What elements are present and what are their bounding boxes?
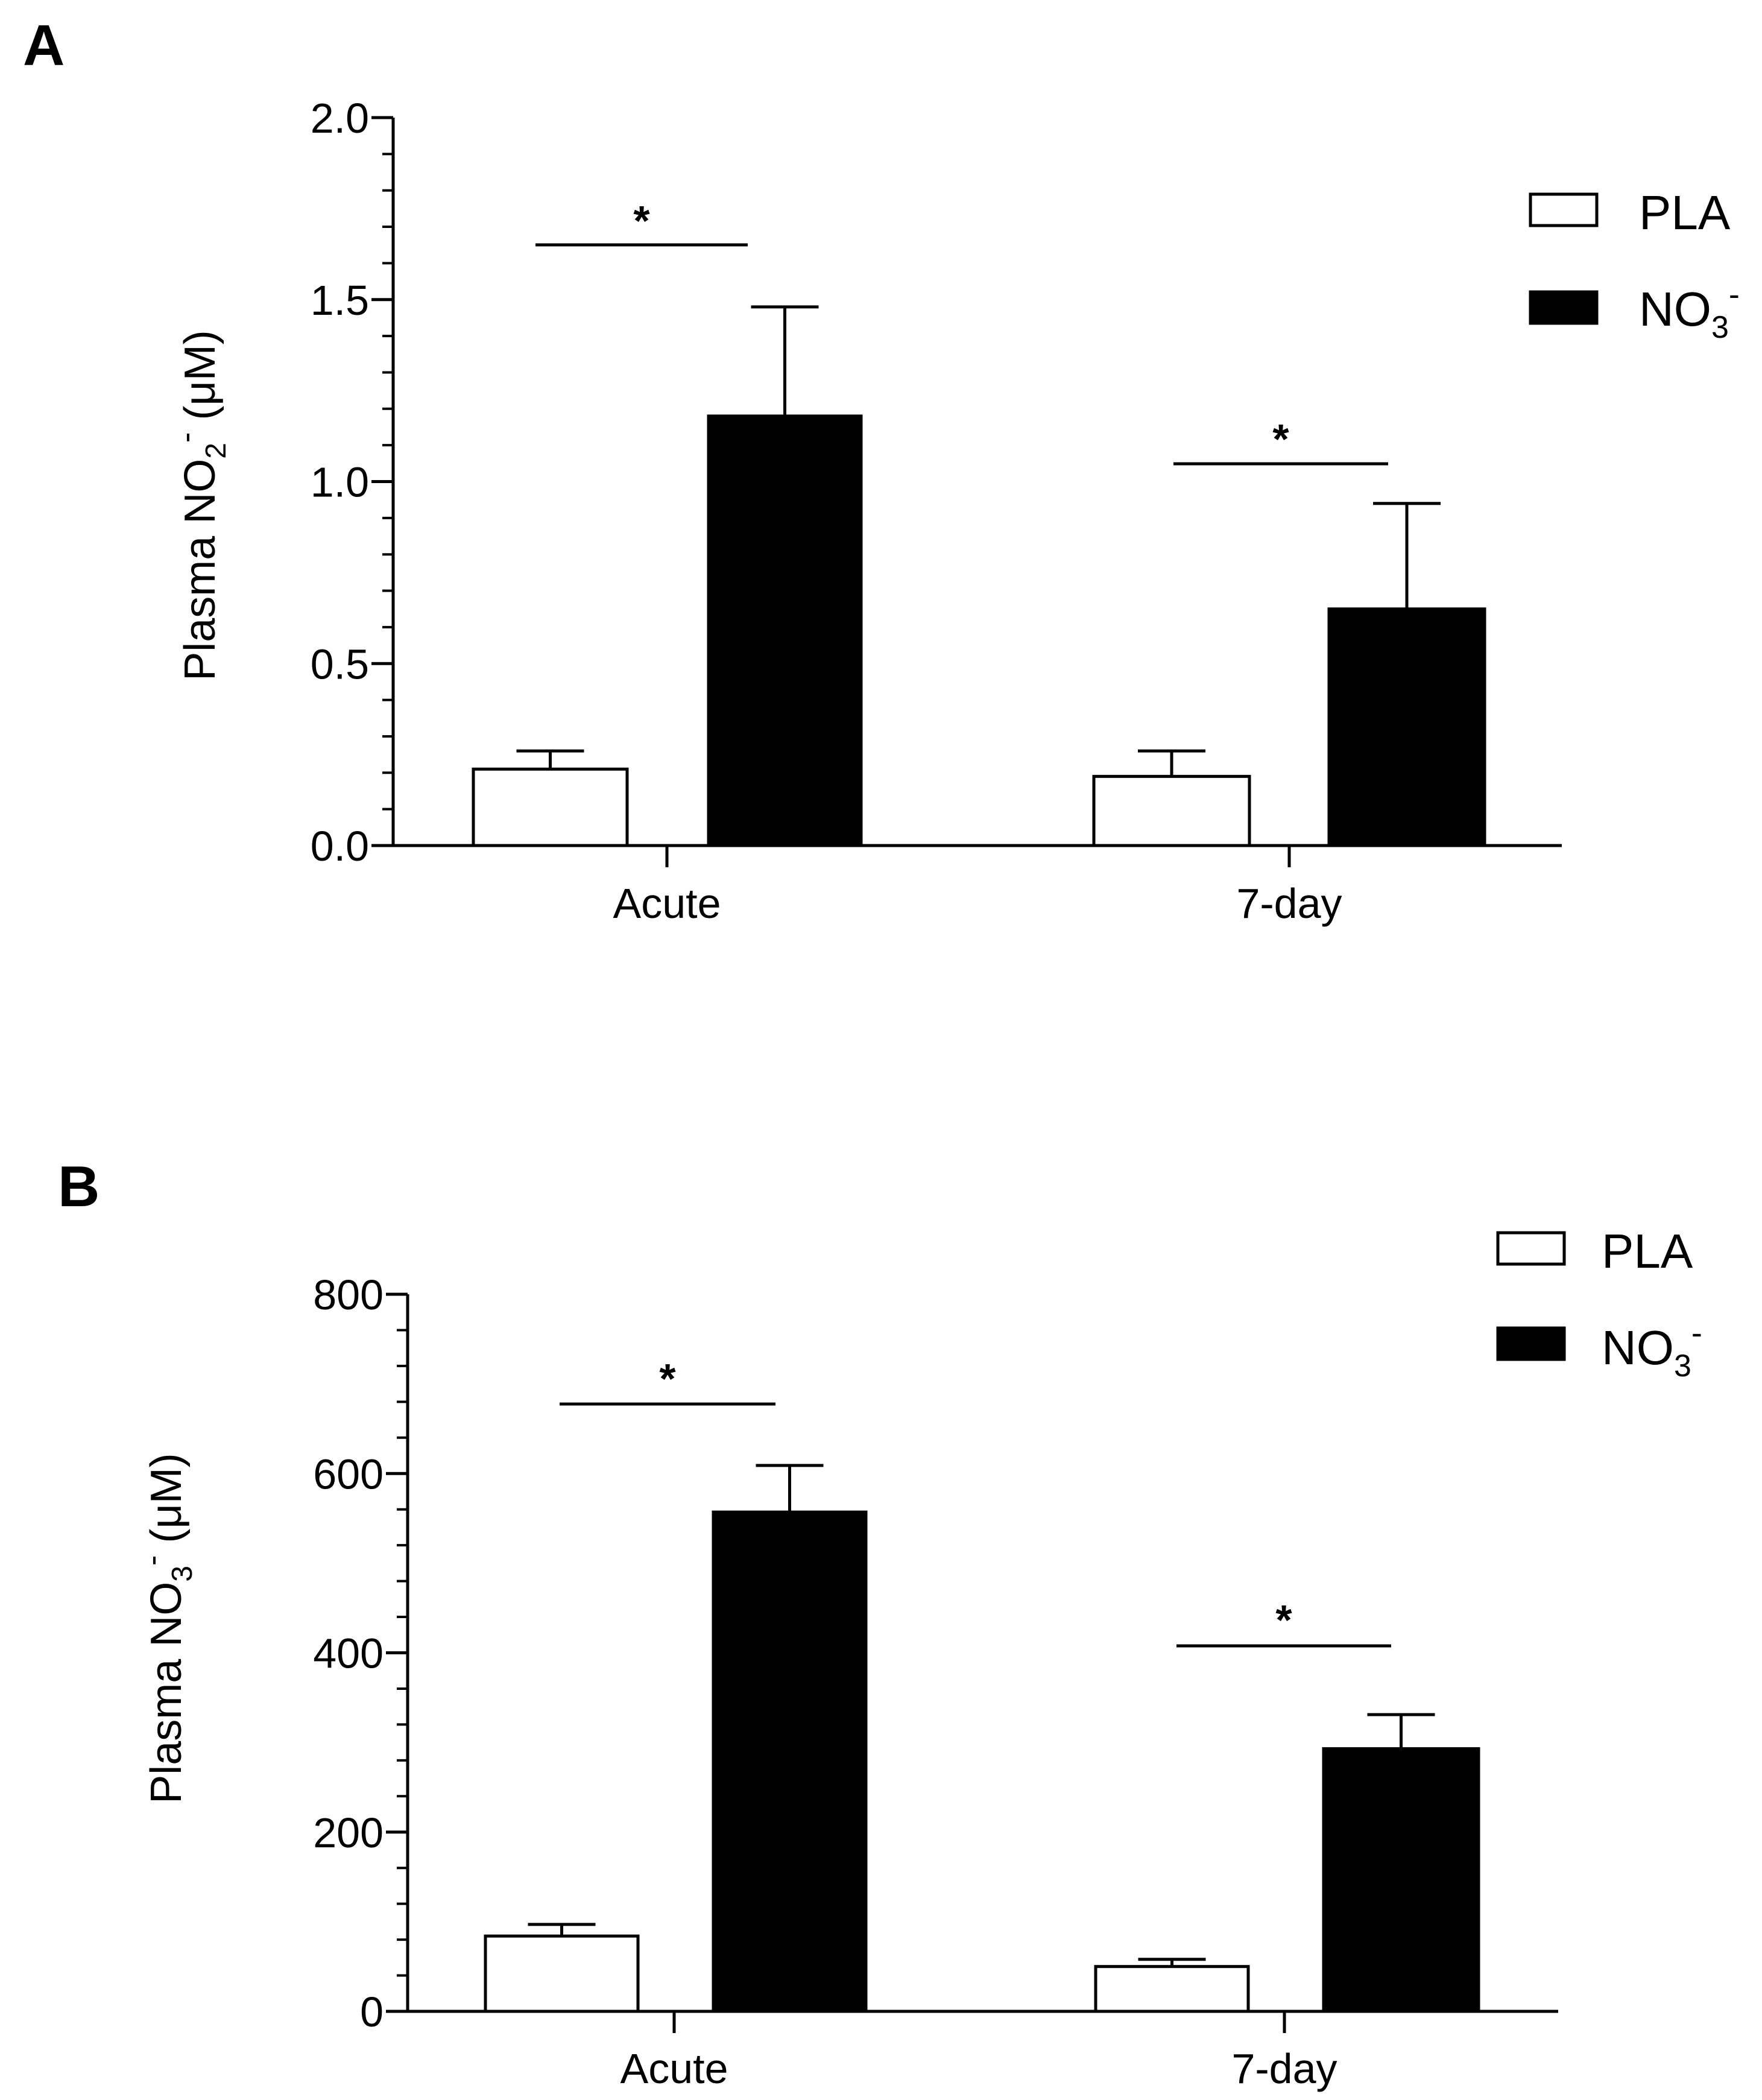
significance-star: * <box>633 197 650 244</box>
panel-a-ticks: 0.0 0.5 1.0 1.5 2.0 Acute 7-day <box>311 95 1342 927</box>
y-tick-label: 2.0 <box>311 95 369 142</box>
panel-a-bars <box>472 305 1486 847</box>
x-tick-label: Acute <box>620 2045 728 2092</box>
legend-label-no3: NO3- <box>1602 1315 1702 1384</box>
legend-swatch-pla <box>1496 1231 1566 1266</box>
y-tick-label: 1.5 <box>311 277 369 324</box>
y-tick-label: 0.0 <box>311 823 369 870</box>
legend-label-pla: PLA <box>1602 1224 1693 1278</box>
significance-star: * <box>1272 416 1289 463</box>
panel-b-legend: PLA NO3- <box>1496 1224 1702 1384</box>
panel-a-y-axis-label: Plasma NO2- (μM) <box>169 330 232 681</box>
y-tick-label: 200 <box>313 1809 384 1856</box>
y-tick-label: 0.5 <box>311 640 369 688</box>
y-tick-label: 400 <box>313 1630 384 1677</box>
panel-b-bars <box>484 1464 1480 2013</box>
legend-swatch-no3 <box>1496 1326 1566 1361</box>
panel-a-legend: PLA NO3- <box>1529 186 1740 345</box>
panel-b-y-axis-label: Plasma NO3- (μM) <box>135 1453 198 1804</box>
bar <box>1094 1965 1250 2013</box>
bar <box>1092 774 1251 847</box>
panel-b-significance: ** <box>560 1355 1391 1648</box>
bar <box>472 767 629 847</box>
y-tick-label: 1.0 <box>311 459 369 506</box>
bar <box>484 1934 640 2013</box>
panel-a-significance: ** <box>535 197 1388 466</box>
y-tick-label: 600 <box>313 1450 384 1498</box>
panel-b-label: B <box>58 1154 99 1219</box>
legend-label-no3: NO3- <box>1639 276 1740 345</box>
legend-swatch-no3 <box>1529 290 1599 325</box>
panel-b-ticks: 0 200 400 600 800 Acute 7-day <box>313 1271 1337 2092</box>
panel-a-label: A <box>23 13 65 78</box>
bar <box>1322 1747 1480 2013</box>
significance-star: * <box>659 1355 676 1402</box>
x-tick-label: 7-day <box>1231 2045 1337 2092</box>
significance-star: * <box>1275 1596 1292 1643</box>
y-tick-label: 0 <box>360 1988 384 2035</box>
x-tick-label: Acute <box>613 880 721 927</box>
x-tick-label: 7-day <box>1236 880 1342 927</box>
bar <box>712 1510 868 2013</box>
legend-swatch-pla <box>1529 192 1599 227</box>
legend-label-pla: PLA <box>1639 186 1731 239</box>
bar <box>707 414 863 847</box>
y-tick-label: 800 <box>313 1271 384 1318</box>
bar <box>1327 607 1486 847</box>
